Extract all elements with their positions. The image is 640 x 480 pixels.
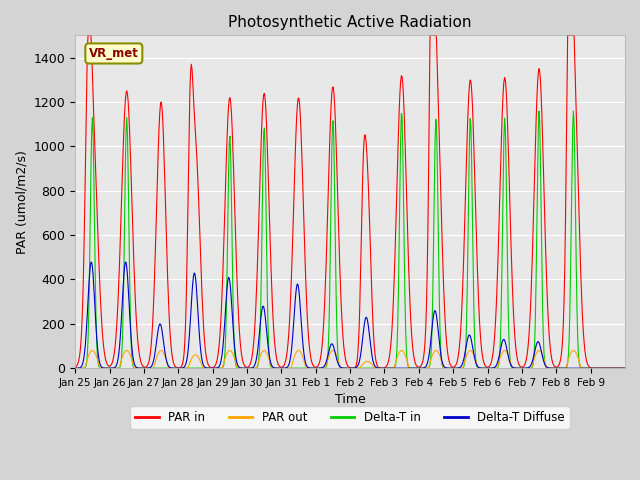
Delta-T in	[438, 358, 445, 364]
PAR in	[265, 189, 273, 195]
PAR in	[71, 364, 79, 370]
Delta-T in	[264, 322, 272, 328]
PAR out	[88, 348, 96, 353]
Delta-T Diffuse	[136, 365, 144, 371]
PAR out	[265, 355, 273, 360]
PAR out	[621, 365, 629, 371]
PAR in	[621, 365, 629, 371]
Title: Photosynthetic Active Radiation: Photosynthetic Active Radiation	[228, 15, 472, 30]
Delta-T in	[237, 365, 244, 371]
Line: Delta-T in: Delta-T in	[75, 111, 625, 368]
Delta-T Diffuse	[621, 365, 629, 371]
Line: Delta-T Diffuse: Delta-T Diffuse	[75, 262, 625, 368]
PAR out	[408, 365, 415, 371]
Delta-T in	[71, 365, 79, 371]
Delta-T Diffuse	[237, 365, 245, 371]
Delta-T in	[570, 108, 577, 114]
PAR out	[237, 365, 245, 371]
Delta-T Diffuse	[285, 360, 293, 365]
X-axis label: Time: Time	[335, 394, 365, 407]
Legend: PAR in, PAR out, Delta-T in, Delta-T Diffuse: PAR in, PAR out, Delta-T in, Delta-T Dif…	[131, 407, 570, 429]
Text: VR_met: VR_met	[89, 47, 139, 60]
Delta-T in	[136, 365, 143, 371]
Delta-T Diffuse	[265, 348, 273, 354]
PAR in	[285, 319, 293, 324]
Line: PAR in: PAR in	[75, 36, 625, 368]
PAR in	[136, 357, 144, 363]
PAR in	[84, 33, 92, 38]
Delta-T in	[621, 365, 629, 371]
Delta-T Diffuse	[408, 365, 415, 371]
Delta-T Diffuse	[122, 259, 129, 265]
Y-axis label: PAR (umol/m2/s): PAR (umol/m2/s)	[15, 150, 28, 254]
PAR out	[136, 365, 144, 371]
Line: PAR out: PAR out	[75, 350, 625, 368]
PAR out	[438, 360, 446, 366]
PAR in	[237, 351, 245, 357]
PAR in	[408, 328, 415, 334]
PAR out	[285, 365, 293, 371]
PAR out	[71, 365, 79, 371]
PAR in	[438, 240, 446, 245]
Delta-T Diffuse	[71, 365, 79, 371]
Delta-T Diffuse	[438, 359, 446, 365]
Delta-T in	[407, 365, 415, 371]
Delta-T in	[285, 365, 292, 371]
